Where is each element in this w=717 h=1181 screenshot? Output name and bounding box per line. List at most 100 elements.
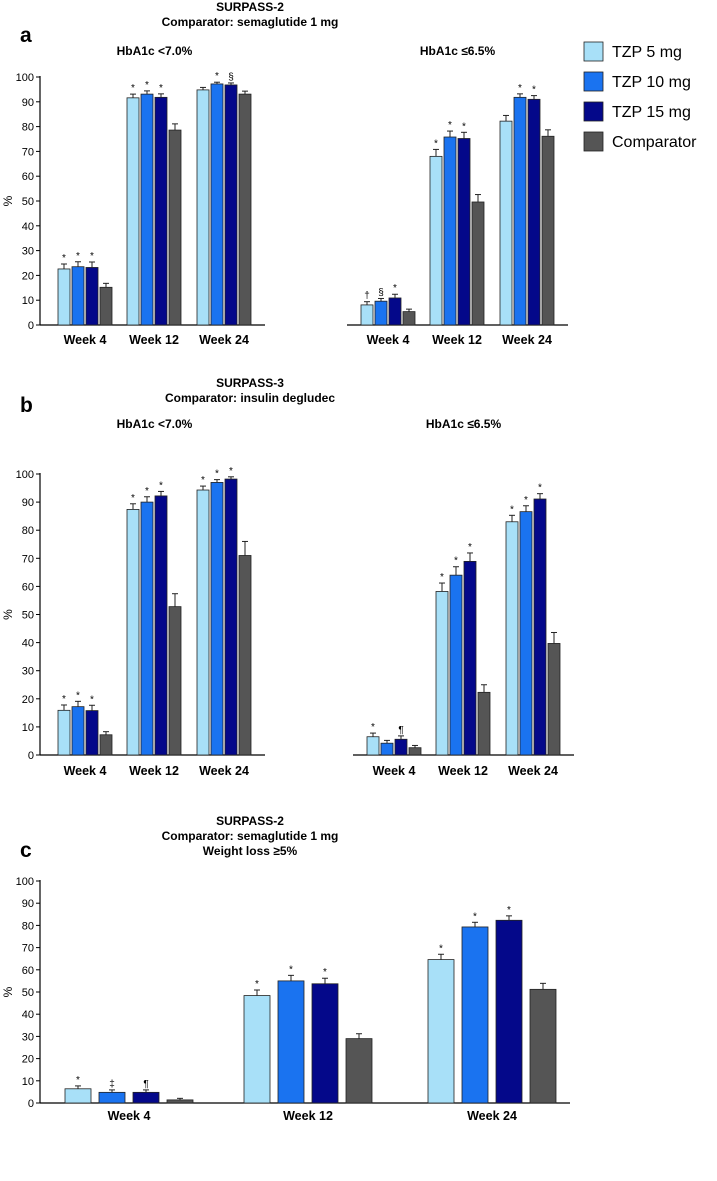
category-week-4: † § * Week 4	[360, 283, 416, 347]
significance-marker: *	[440, 572, 444, 583]
y-tick-label: 60	[22, 171, 34, 183]
y-tick-label: 40	[22, 221, 34, 233]
significance-marker: *	[159, 83, 163, 94]
bar	[98, 1091, 126, 1104]
legend-swatch	[583, 71, 604, 92]
panel-title-line: SURPASS-2	[216, 814, 284, 828]
bar	[380, 742, 394, 756]
panel-label: b	[20, 394, 33, 417]
y-tick-label: 100	[16, 876, 34, 888]
y-tick-label: 0	[28, 320, 34, 332]
bar	[366, 736, 380, 756]
category-week-4: * ¶ Week 4	[366, 722, 422, 778]
y-tick-label: 0	[28, 1098, 34, 1110]
x-category-label: Week 24	[502, 333, 552, 347]
category-week-24: * § Week 24	[196, 71, 252, 347]
bar	[196, 489, 210, 756]
bar	[345, 1038, 373, 1104]
bar	[529, 988, 557, 1104]
y-tick-label: 70	[22, 146, 34, 158]
panel-title-line: Comparator: semaglutide 1 mg	[162, 829, 339, 843]
legend-item: TZP 15 mg	[583, 101, 691, 122]
bar	[471, 201, 485, 326]
bar	[533, 498, 547, 756]
significance-marker: ¶	[143, 1079, 148, 1090]
bar	[126, 97, 140, 326]
bar	[154, 495, 168, 756]
x-category-label: Week 24	[199, 764, 249, 778]
bar	[238, 93, 252, 326]
significance-marker: *	[76, 1075, 80, 1086]
bar	[99, 734, 113, 756]
y-tick-label: 40	[22, 1009, 34, 1021]
bar	[457, 138, 471, 326]
significance-marker: *	[371, 722, 375, 733]
y-tick-label: 30	[22, 666, 34, 678]
category-week-4: * * * Week 4	[57, 251, 113, 347]
significance-marker: ‡	[109, 1079, 115, 1090]
category-week-24: * * Week 24	[499, 83, 555, 347]
significance-marker: *	[201, 475, 205, 486]
bar	[505, 521, 519, 756]
bar	[277, 980, 305, 1104]
bar	[477, 691, 491, 756]
significance-marker: *	[159, 480, 163, 491]
bar	[140, 501, 154, 756]
significance-marker: *	[76, 690, 80, 701]
category-week-4: * ‡ ¶ Week 4	[64, 1075, 194, 1123]
y-tick-label: 20	[22, 694, 34, 706]
significance-marker: *	[229, 466, 233, 477]
significance-marker: *	[532, 85, 536, 96]
panel-title-line: SURPASS-2	[216, 0, 284, 14]
bar	[443, 136, 457, 326]
bar	[140, 93, 154, 326]
legend-swatch	[583, 131, 604, 152]
category-week-12: * * * Week 12	[126, 80, 182, 347]
bar	[168, 129, 182, 326]
legend-label: TZP 15 mg	[612, 104, 691, 121]
x-category-label: Week 24	[199, 333, 249, 347]
legend-swatch	[583, 41, 604, 62]
panel-title-line: Comparator: semaglutide 1 mg	[162, 15, 339, 29]
significance-marker: *	[518, 83, 522, 94]
x-category-label: Week 4	[64, 764, 107, 778]
y-tick-label: 20	[22, 270, 34, 282]
bar	[427, 959, 455, 1104]
bar	[311, 983, 339, 1104]
y-tick-label: 50	[22, 196, 34, 208]
bar	[435, 591, 449, 756]
significance-marker: *	[215, 71, 219, 82]
y-tick-label: 60	[22, 581, 34, 593]
bar	[541, 135, 555, 326]
bar	[85, 267, 99, 326]
bar	[388, 297, 402, 326]
y-tick-label: 80	[22, 920, 34, 932]
bar	[360, 304, 374, 326]
bar	[57, 268, 71, 326]
y-axis-label: %	[1, 195, 15, 206]
bar	[99, 286, 113, 326]
significance-marker: *	[62, 253, 66, 264]
bar	[495, 919, 523, 1104]
category-week-12: * * * Week 12	[435, 542, 491, 778]
x-category-label: Week 4	[108, 1109, 151, 1123]
x-category-label: Week 4	[373, 764, 416, 778]
significance-marker: *	[215, 469, 219, 480]
bar	[132, 1091, 160, 1104]
x-category-label: Week 4	[64, 333, 107, 347]
significance-marker: *	[76, 251, 80, 262]
bar	[71, 266, 85, 326]
legend: TZP 5 mg TZP 10 mg TZP 15 mg Comparator	[583, 41, 697, 152]
panel-label: a	[20, 24, 32, 47]
y-tick-label: 30	[22, 1031, 34, 1043]
x-category-label: Week 24	[467, 1109, 517, 1123]
legend-label: Comparator	[612, 134, 697, 151]
y-tick-label: 70	[22, 553, 34, 565]
bar	[85, 710, 99, 756]
significance-marker: *	[468, 542, 472, 553]
bar	[394, 738, 408, 756]
y-tick-label: 30	[22, 246, 34, 258]
significance-marker: *	[90, 251, 94, 262]
